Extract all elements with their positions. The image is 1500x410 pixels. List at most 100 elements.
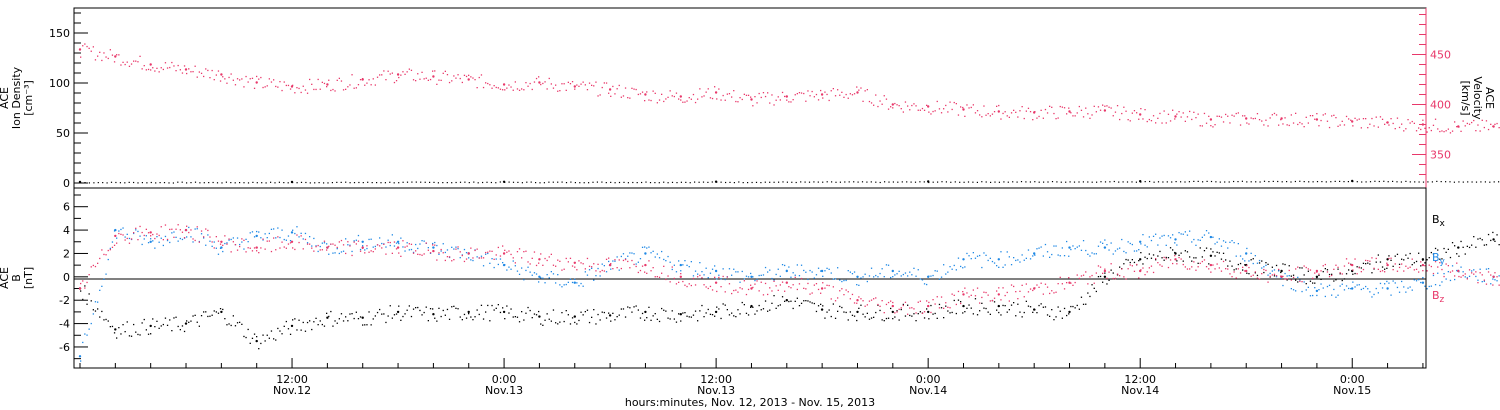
data-point: [1218, 115, 1220, 117]
anchor-point: [1245, 117, 1248, 120]
data-point: [105, 273, 107, 275]
data-point: [557, 181, 559, 183]
data-point: [930, 304, 932, 307]
data-point: [784, 300, 786, 302]
data-point: [175, 236, 177, 238]
data-point: [707, 308, 709, 311]
data-point: [487, 251, 489, 253]
data-point: [294, 232, 296, 235]
data-point: [368, 79, 370, 81]
data-point: [525, 250, 527, 252]
data-point: [809, 269, 811, 272]
data-point: [923, 181, 925, 183]
data-point: [429, 308, 432, 310]
data-point: [618, 181, 621, 184]
data-point: [1237, 263, 1239, 266]
top-series-layer: [78, 43, 1500, 184]
data-point: [239, 243, 241, 246]
data-point: [898, 308, 900, 310]
data-point: [1006, 291, 1008, 294]
data-point: [845, 279, 847, 282]
data-point: [641, 265, 644, 267]
data-point: [1381, 287, 1384, 289]
data-point: [809, 301, 811, 303]
data-point: [213, 310, 215, 312]
data-point: [1025, 257, 1027, 259]
data-point: [421, 240, 423, 242]
data-point: [847, 270, 849, 272]
data-point: [1093, 105, 1095, 107]
data-point: [1004, 111, 1006, 113]
data-point: [1087, 113, 1089, 115]
data-point: [499, 311, 502, 314]
anchor-point: [432, 246, 435, 249]
data-point: [173, 65, 175, 67]
data-point: [701, 96, 703, 98]
data-point: [152, 67, 154, 69]
data-point: [277, 327, 279, 330]
data-point: [1375, 116, 1377, 118]
data-point: [1343, 124, 1346, 126]
data-point: [113, 61, 116, 63]
data-point: [682, 264, 684, 266]
data-point: [953, 101, 955, 104]
data-point: [1093, 253, 1095, 255]
data-point: [103, 253, 105, 256]
data-point: [718, 274, 720, 276]
data-point: [315, 245, 317, 247]
data-point: [181, 325, 184, 327]
data-point: [287, 182, 289, 184]
data-point: [1019, 261, 1021, 263]
data-point: [1320, 270, 1322, 272]
data-point: [1242, 269, 1244, 271]
data-point: [1383, 180, 1385, 182]
data-point: [1144, 244, 1146, 246]
data-point: [1091, 252, 1093, 254]
data-point: [767, 310, 769, 312]
data-point: [495, 86, 497, 89]
data-point: [979, 114, 981, 116]
data-point: [82, 298, 84, 301]
data-point: [1447, 271, 1449, 273]
data-point: [533, 251, 536, 253]
data-point: [685, 181, 687, 183]
data-point: [1161, 257, 1163, 259]
data-point: [485, 253, 487, 255]
data-point: [803, 92, 805, 95]
data-point: [954, 181, 956, 183]
data-point: [1176, 263, 1178, 265]
top-right-tick-label: 400: [1430, 99, 1451, 112]
data-point: [427, 320, 429, 322]
data-point: [1358, 284, 1360, 286]
anchor-point: [149, 63, 152, 66]
anchor-point: [856, 299, 859, 302]
data-point: [412, 252, 415, 254]
data-point: [754, 279, 756, 282]
data-point: [1299, 121, 1301, 124]
anchor-point: [927, 275, 930, 278]
data-point: [512, 260, 514, 262]
data-point: [557, 323, 559, 325]
data-point: [800, 302, 803, 304]
data-point: [538, 76, 540, 78]
data-point: [839, 305, 841, 308]
data-point: [987, 113, 989, 115]
data-point: [1424, 265, 1426, 267]
data-point: [400, 74, 402, 76]
data-point: [1193, 180, 1195, 182]
data-point: [463, 74, 466, 76]
data-point: [198, 325, 200, 327]
data-point: [862, 100, 864, 102]
data-point: [328, 315, 330, 318]
data-point: [1216, 241, 1218, 243]
data-point: [586, 89, 589, 91]
data-point: [637, 309, 639, 311]
data-point: [260, 342, 262, 345]
data-point: [444, 70, 446, 72]
series-bz: [78, 224, 1500, 315]
data-point: [861, 181, 864, 183]
data-point: [145, 329, 147, 331]
data-point: [923, 317, 926, 319]
data-point: [758, 304, 760, 307]
data-point: [221, 182, 223, 184]
